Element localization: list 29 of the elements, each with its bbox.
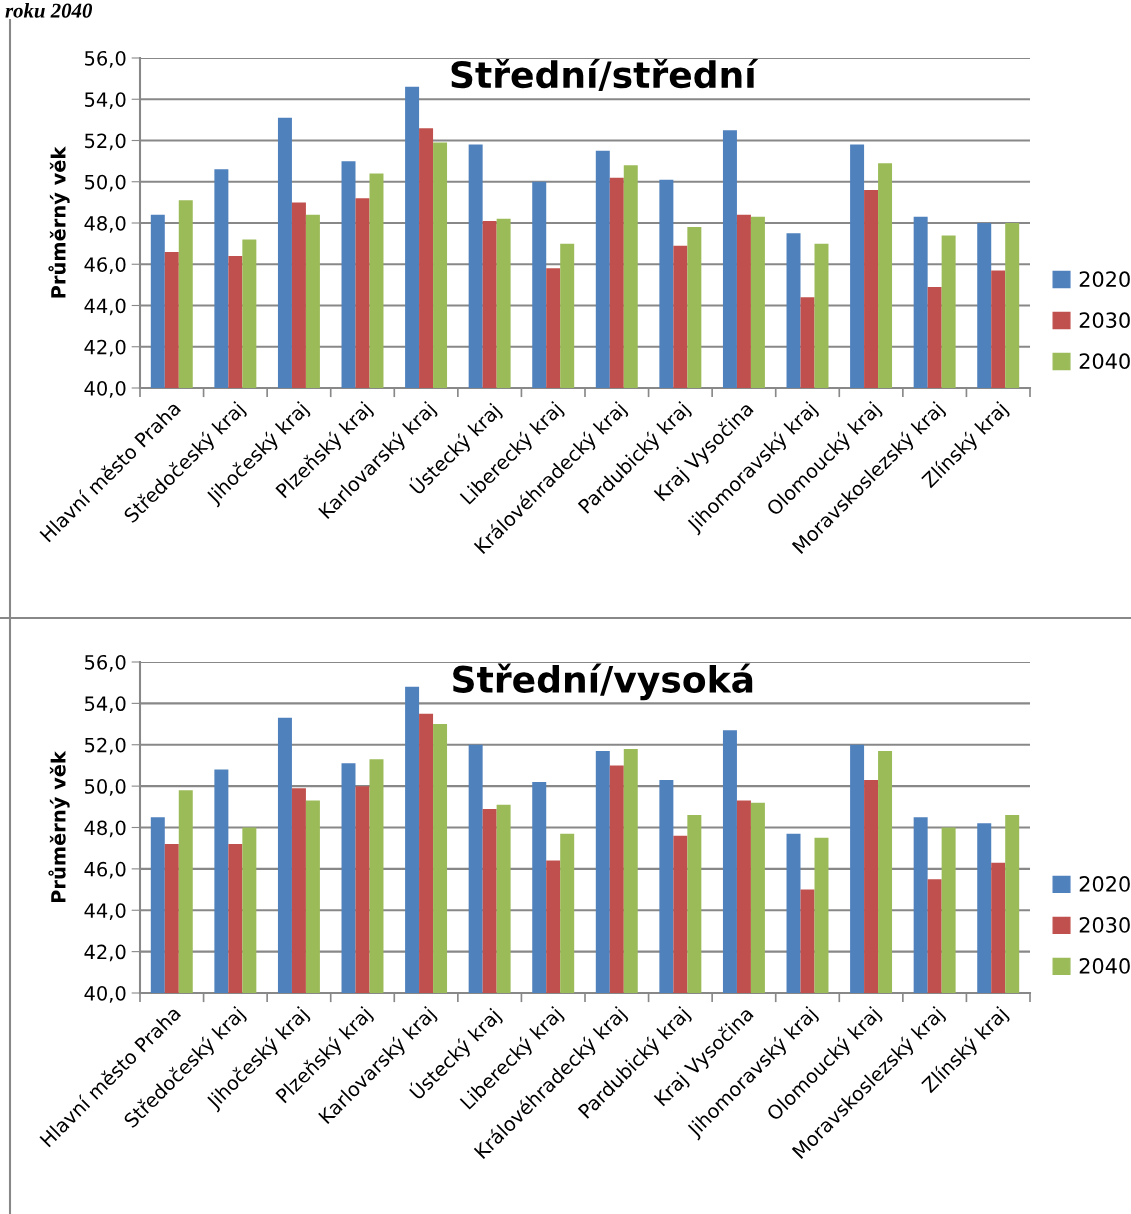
y-tick-label: 50,0	[85, 779, 126, 796]
legend-label: 2030	[1079, 312, 1130, 329]
y-tick-label: 42,0	[84, 339, 126, 357]
y-tick-label: 54,0	[85, 92, 126, 109]
chart-title: Střední/střední	[451, 58, 759, 92]
text: roku 2040	[5, 3, 93, 18]
y-tick-label: 40,0	[84, 380, 126, 398]
legend-label: 2030	[1079, 917, 1130, 933]
legend-label: 2040	[1079, 958, 1130, 974]
y-tick-label: 46,0	[84, 257, 126, 274]
y-tick-label: 52,0	[85, 737, 126, 755]
y-tick-label: 42,0	[84, 944, 126, 962]
y-tick-label: 48,0	[84, 820, 126, 838]
y-axis-title: Průměrný věk	[48, 750, 70, 903]
y-tick-label: 46,0	[84, 861, 126, 879]
legend-label: 2020	[1079, 876, 1130, 892]
y-tick-label: 48,0	[84, 215, 126, 233]
y-tick-label: 44,0	[84, 298, 126, 316]
y-tick-label: 52,0	[85, 133, 126, 151]
chart-title: Střední/vysoká	[453, 663, 753, 701]
y-tick-label: 40,0	[84, 985, 126, 1003]
legend-label: 2040	[1079, 353, 1130, 370]
y-tick-label: 54,0	[85, 696, 126, 714]
y-tick-label: 44,0	[84, 903, 126, 920]
y-tick-label: 50,0	[85, 174, 126, 192]
y-tick-label: 56,0	[85, 654, 126, 672]
y-axis-title: Průměrný věk	[48, 146, 70, 298]
y-tick-label: 56,0	[85, 50, 126, 68]
legend-label: 2020	[1079, 271, 1130, 288]
